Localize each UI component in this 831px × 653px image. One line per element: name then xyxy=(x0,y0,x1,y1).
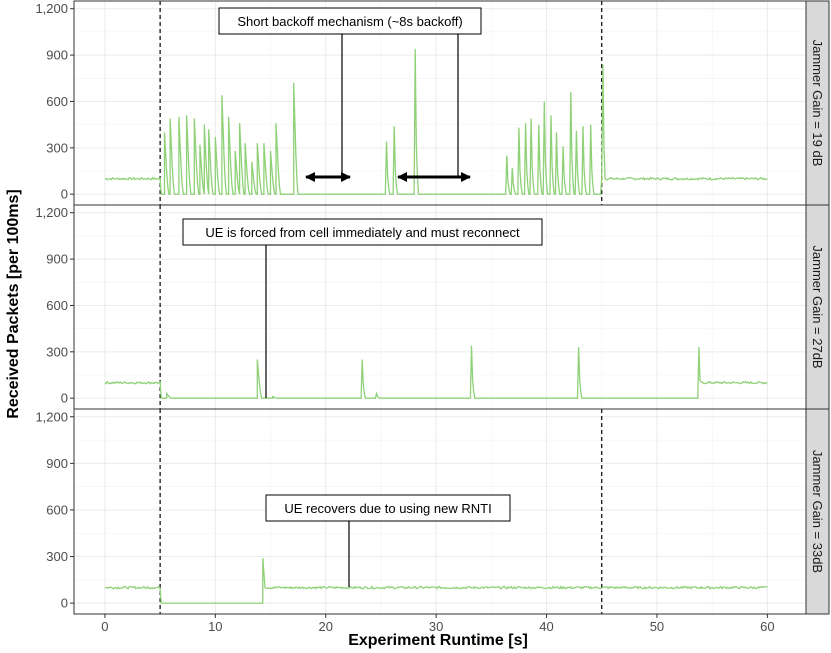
x-tick-label: 40 xyxy=(539,619,553,634)
facet-strip xyxy=(805,408,830,615)
series-line-panel-3 xyxy=(104,558,768,604)
panels-layer: 0 300 600 900 1,200 Jammer Gain = 19 dB 0 300 60… xyxy=(35,0,830,615)
y-tick-label: 900 xyxy=(46,456,68,471)
x-tick-label: 30 xyxy=(429,619,443,634)
y-tick-label: 600 xyxy=(46,298,68,313)
y-tick-label: 300 xyxy=(46,140,68,155)
x-tick-label: 0 xyxy=(101,619,108,634)
series-line-panel-2 xyxy=(104,345,768,399)
annotation-label: UE is forced from cell immediately and m… xyxy=(205,225,520,240)
annotation-2: UE is forced from cell immediately and m… xyxy=(182,218,543,398)
y-tick-label: 300 xyxy=(46,549,68,564)
x-tick-label: 50 xyxy=(650,619,664,634)
annotation-label: Short backoff mechanism (~8s backoff) xyxy=(237,14,462,29)
y-tick-label: 1,200 xyxy=(35,1,68,16)
facet-strip-label: Jammer Gain = 33dB xyxy=(810,450,825,573)
series-line-panel-1 xyxy=(104,48,768,195)
y-tick-label: 300 xyxy=(46,344,68,359)
x-tick-label: 10 xyxy=(208,619,222,634)
x-axis-title: Experiment Runtime [s] xyxy=(348,632,528,649)
y-tick-label: 0 xyxy=(61,187,68,202)
y-tick-label: 0 xyxy=(61,391,68,406)
y-tick-label: 900 xyxy=(46,48,68,63)
annotations-layer: Short backoff mechanism (~8s backoff) UE … xyxy=(182,7,543,587)
facet-strip-label: Jammer Gain = 27dB xyxy=(810,245,825,368)
x-axis: 0 10 20 30 40 50 60 xyxy=(101,614,775,634)
y-tick-label: 900 xyxy=(46,252,68,267)
y-tick-label: 1,200 xyxy=(35,205,68,220)
annotation-box xyxy=(182,218,543,246)
facet-strip-label: Jammer Gain = 19 dB xyxy=(810,40,825,167)
x-tick-label: 60 xyxy=(760,619,774,634)
annotation-box xyxy=(218,7,482,35)
x-tick-label: 20 xyxy=(318,619,332,634)
panel-1: 0 300 600 900 1,200 Jammer Gain = 19 dB xyxy=(35,0,830,206)
panel-3: 0 300 600 900 1,200 Jammer Gain = 33dB xyxy=(35,408,830,615)
annotation-label: UE recovers due to using new RNTI xyxy=(284,501,491,516)
y-tick-label: 600 xyxy=(46,502,68,517)
annotation-1: Short backoff mechanism (~8s backoff) xyxy=(218,7,482,182)
panel-2: 0 300 600 900 1,200 Jammer Gain = 27dB xyxy=(35,204,830,410)
y-tick-label: 600 xyxy=(46,94,68,109)
annotation-box xyxy=(265,494,511,522)
y-tick-label: 0 xyxy=(61,596,68,611)
y-tick-label: 1,200 xyxy=(35,409,68,424)
annotation-3: UE recovers due to using new RNTI xyxy=(265,494,511,587)
y-axis-title: Received Packets [per 100ms] xyxy=(5,189,22,418)
